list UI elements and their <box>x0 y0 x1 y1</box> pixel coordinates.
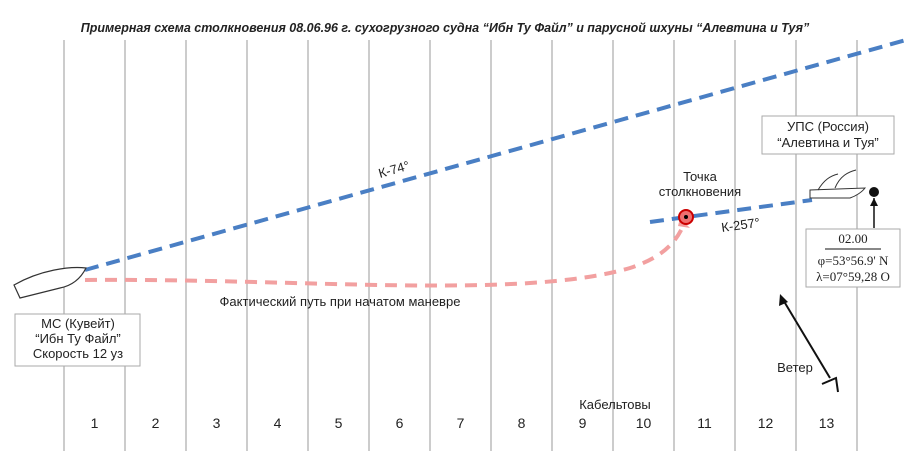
position-time: 02.00 <box>838 231 867 246</box>
column-number: 7 <box>457 415 465 431</box>
ship-2-sails <box>817 169 857 191</box>
ship-2-label: УПС (Россия) <box>787 119 869 134</box>
column-number: 12 <box>758 415 774 431</box>
ship-2-box <box>761 115 895 155</box>
ship-1-box <box>14 313 141 367</box>
position-dot <box>869 187 879 197</box>
ship-1-label: Скорость 12 уз <box>33 346 123 361</box>
position-lon: λ=07°59,28 O <box>816 269 890 284</box>
pointer-head <box>870 198 878 206</box>
column-number: 13 <box>819 415 835 431</box>
column-number: 9 <box>579 415 587 431</box>
collision-label: Точка <box>683 169 718 184</box>
ship-1-icon <box>13 266 87 299</box>
column-number: 4 <box>274 415 282 431</box>
ship-2-label: “Алевтина и Туя” <box>777 135 878 150</box>
column-number: 5 <box>335 415 343 431</box>
actual-path-line <box>84 223 686 288</box>
ship-1-label: МС (Кувейт) <box>41 316 115 331</box>
ship-2-hull <box>809 187 867 199</box>
column-number: 11 <box>697 415 712 431</box>
column-number: 10 <box>636 415 652 431</box>
column-number: 2 <box>152 415 160 431</box>
column-number: 6 <box>396 415 404 431</box>
title: Примерная схема столкновения 08.06.96 г.… <box>81 21 810 35</box>
axis-label: Кабельтовы <box>579 397 651 412</box>
wind-tail <box>821 376 839 393</box>
path-label: Фактический путь при начатом маневре <box>220 294 461 309</box>
position-lat: φ=53°56.9' N <box>818 253 889 268</box>
collision-dot <box>684 215 688 219</box>
wind-arrowhead <box>779 294 788 306</box>
column-number: 3 <box>213 415 221 431</box>
column-number: 8 <box>518 415 526 431</box>
ship-1-label: “Ибн Ту Файл” <box>35 331 121 346</box>
course-line-1 <box>84 38 906 272</box>
position-box <box>805 228 901 288</box>
column-number: 1 <box>91 415 99 431</box>
course-line-2 <box>649 198 813 224</box>
course-label-2: К-257° <box>720 215 761 235</box>
wind-label: Ветер <box>777 360 813 375</box>
wind-arrow <box>781 297 831 379</box>
collision-label: столкновения <box>659 184 741 199</box>
